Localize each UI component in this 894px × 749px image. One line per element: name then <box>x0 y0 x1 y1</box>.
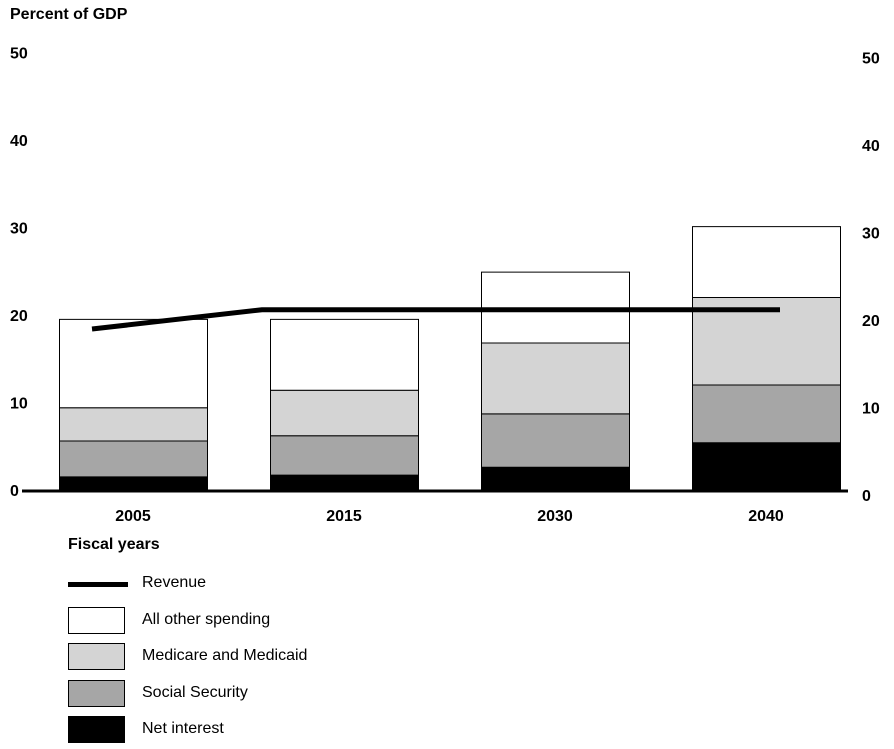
y-tick-label-right: 30 <box>862 226 880 243</box>
x-tick-label: 2005 <box>115 508 151 525</box>
legend-label: Social Security <box>142 684 248 702</box>
x-tick-label: 2030 <box>537 508 573 525</box>
bar-all-other-spending-2040 <box>693 227 841 298</box>
x-axis-title: Fiscal years <box>68 536 160 554</box>
bar-net-interest-2030 <box>482 467 630 490</box>
legend-item-revenue: Revenue <box>68 570 468 600</box>
legend-label: Net interest <box>142 720 224 738</box>
legend-swatch-medicare-medicaid <box>68 643 125 670</box>
bar-social-security-2015 <box>271 436 419 475</box>
bar-medicare-and-medicaid-2005 <box>60 408 208 441</box>
x-tick-label: 2040 <box>748 508 784 525</box>
legend-label: Medicare and Medicaid <box>142 647 307 665</box>
legend-label: Revenue <box>142 574 206 592</box>
y-tick-label-left: 50 <box>10 46 28 63</box>
bar-social-security-2005 <box>60 441 208 477</box>
bar-medicare-and-medicaid-2030 <box>482 343 630 414</box>
bar-net-interest-2040 <box>693 443 841 490</box>
legend-swatch-all-other-spending <box>68 607 125 634</box>
y-tick-label-left: 10 <box>10 396 28 413</box>
bar-net-interest-2005 <box>60 477 208 490</box>
y-tick-label-right: 0 <box>862 488 871 505</box>
y-tick-label-left: 30 <box>10 221 28 238</box>
legend-swatch-net-interest <box>68 716 125 743</box>
legend-label: All other spending <box>142 611 270 629</box>
bar-all-other-spending-2005 <box>60 319 208 407</box>
bar-social-security-2030 <box>482 414 630 467</box>
legend-item-net-interest: Net interest <box>68 716 468 746</box>
legend-swatch-social-security <box>68 680 125 707</box>
y-tick-label-right: 20 <box>862 313 880 330</box>
legend-item-all-other-spending: All other spending <box>68 607 468 637</box>
y-tick-label-left: 20 <box>10 308 28 325</box>
y-tick-label-right: 40 <box>862 138 880 155</box>
bar-medicare-and-medicaid-2015 <box>271 390 419 436</box>
bar-social-security-2040 <box>693 385 841 443</box>
legend-item-medicare-medicaid: Medicare and Medicaid <box>68 643 468 673</box>
y-tick-label-right: 10 <box>862 401 880 418</box>
y-tick-label-left: 0 <box>10 483 19 500</box>
y-tick-label-right: 50 <box>862 51 880 68</box>
bar-all-other-spending-2015 <box>271 319 419 390</box>
bar-net-interest-2015 <box>271 475 419 490</box>
legend-line-revenue <box>68 582 128 587</box>
y-tick-label-left: 40 <box>10 133 28 150</box>
x-tick-label: 2015 <box>326 508 362 525</box>
legend-item-social-security: Social Security <box>68 680 468 710</box>
